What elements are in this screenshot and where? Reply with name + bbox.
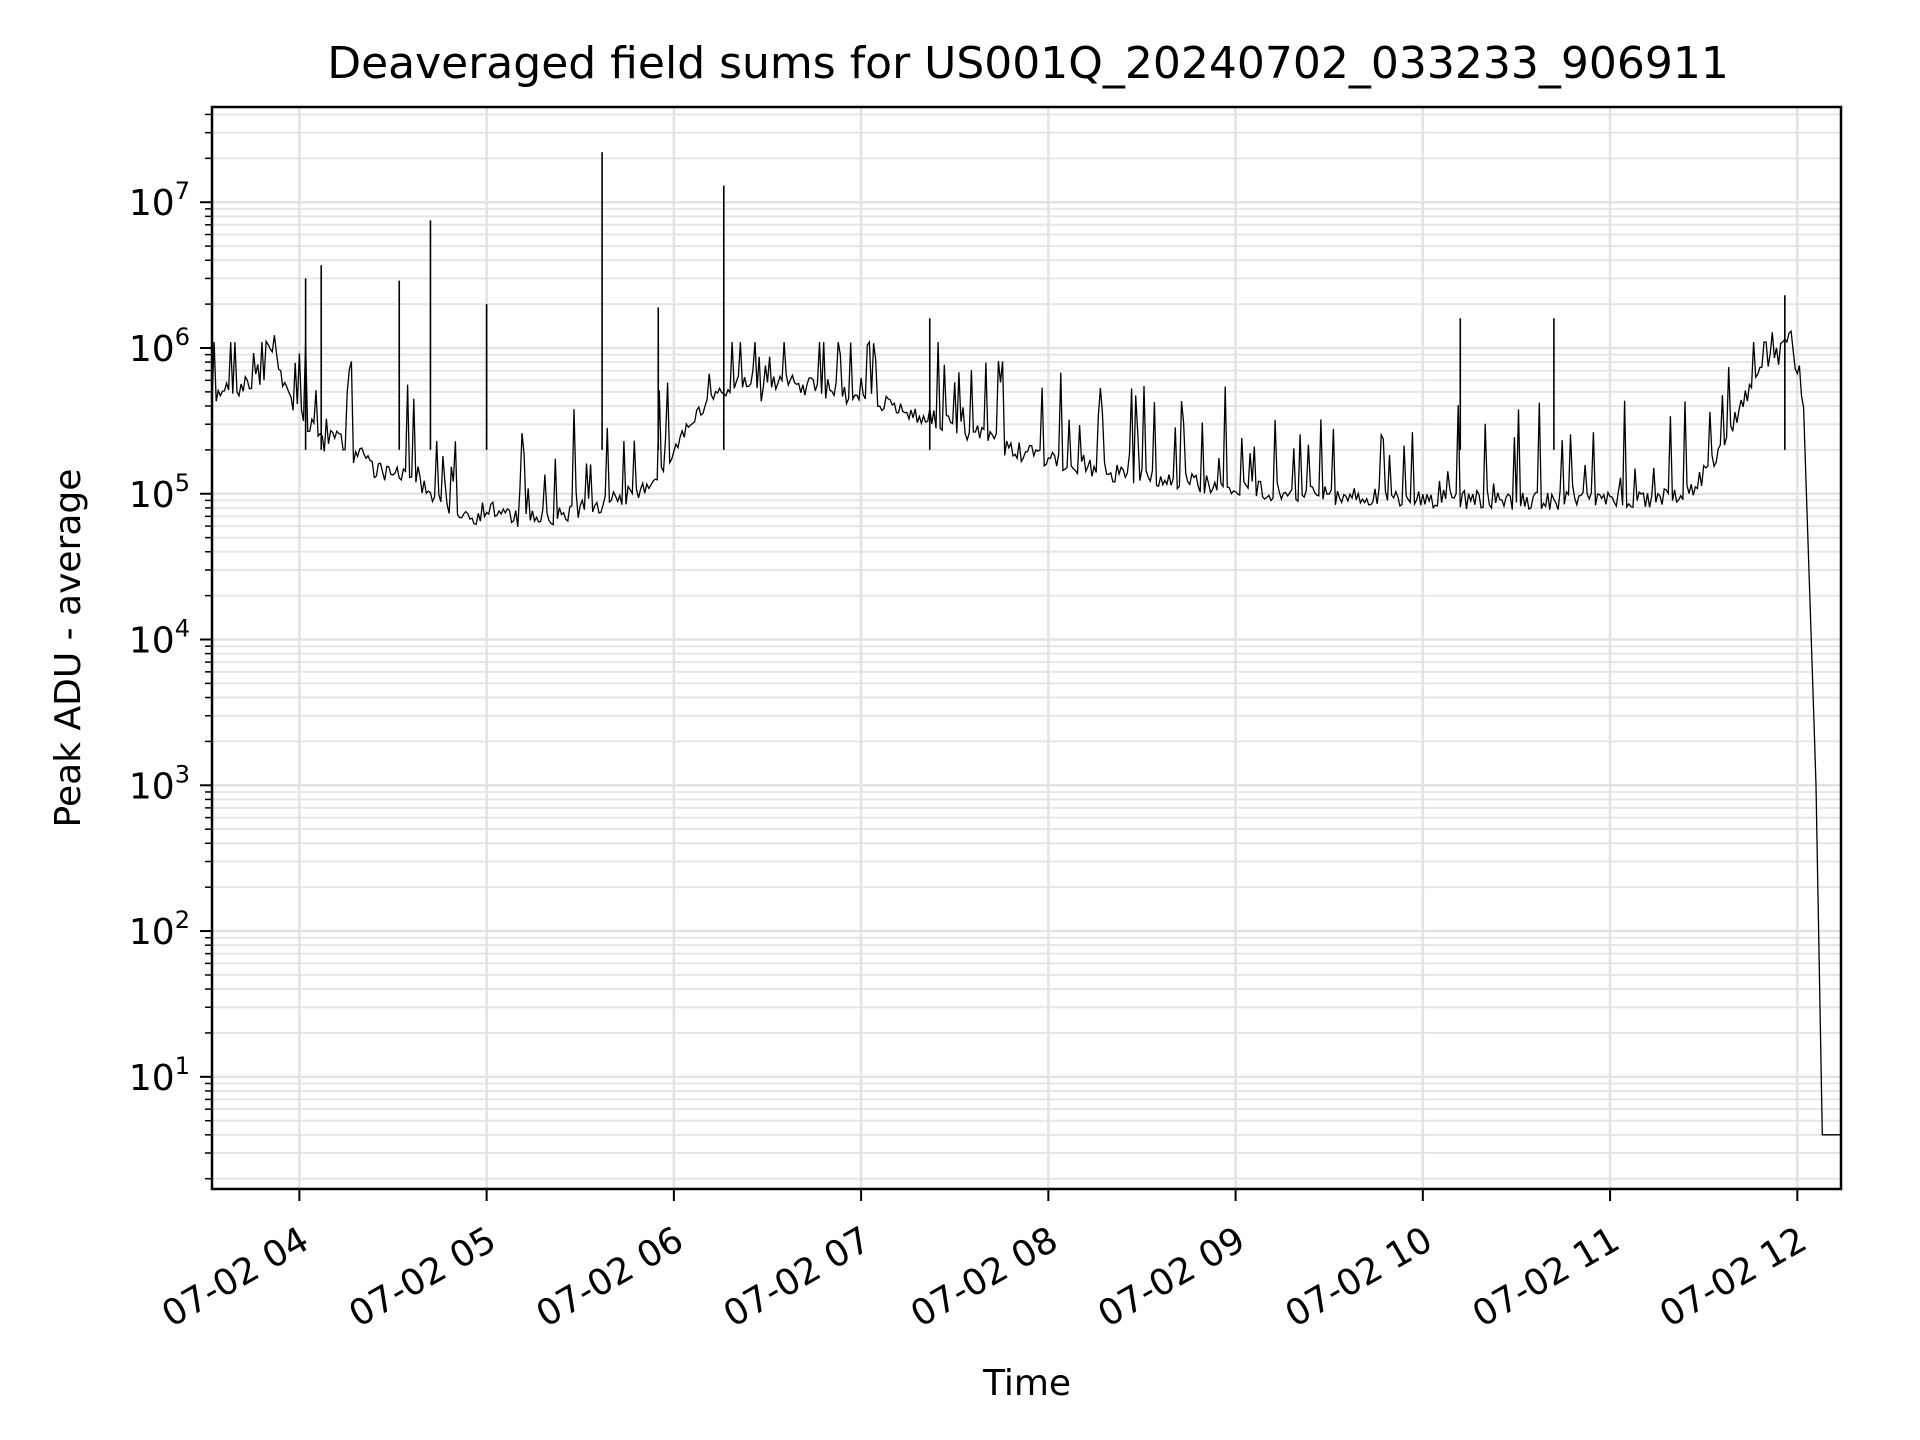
x-axis-label: Time — [982, 1363, 1071, 1404]
y-tick-exponent: 6 — [175, 323, 190, 351]
data-series-line — [211, 152, 1841, 1136]
y-tick-exponent: 7 — [175, 177, 190, 205]
y-tick-label: 107 — [129, 177, 190, 224]
y-tick-exponent: 1 — [175, 1052, 190, 1080]
y-tick-base: 10 — [129, 329, 175, 370]
y-tick-base: 10 — [129, 475, 175, 516]
y-tick-base: 10 — [129, 766, 175, 807]
major-gridlines — [212, 107, 1841, 1189]
y-axis-label: Peak ADU - average — [48, 469, 89, 828]
y-tick-base: 10 — [129, 183, 175, 224]
y-tick-base: 10 — [129, 621, 175, 662]
y-tick-label: 102 — [129, 906, 190, 953]
y-tick-label: 106 — [129, 323, 190, 370]
y-tick-exponent: 5 — [175, 469, 190, 497]
y-tick-exponent: 4 — [175, 615, 190, 643]
y-tick-exponent: 3 — [175, 760, 190, 788]
plot-frame — [210, 105, 1843, 1191]
y-tick-base: 10 — [129, 912, 175, 953]
y-tick-label: 105 — [129, 469, 190, 516]
chart-title: Deaveraged field sums for US001Q_2024070… — [327, 38, 1729, 89]
y-tick-label: 103 — [129, 760, 190, 807]
y-tick-label: 104 — [129, 615, 190, 662]
y-tick-base: 10 — [129, 1058, 175, 1099]
y-tick-label: 101 — [129, 1052, 190, 1099]
series-line — [211, 329, 1841, 1136]
minor-gridlines — [212, 113, 1841, 1180]
y-tick-exponent: 2 — [175, 906, 190, 934]
